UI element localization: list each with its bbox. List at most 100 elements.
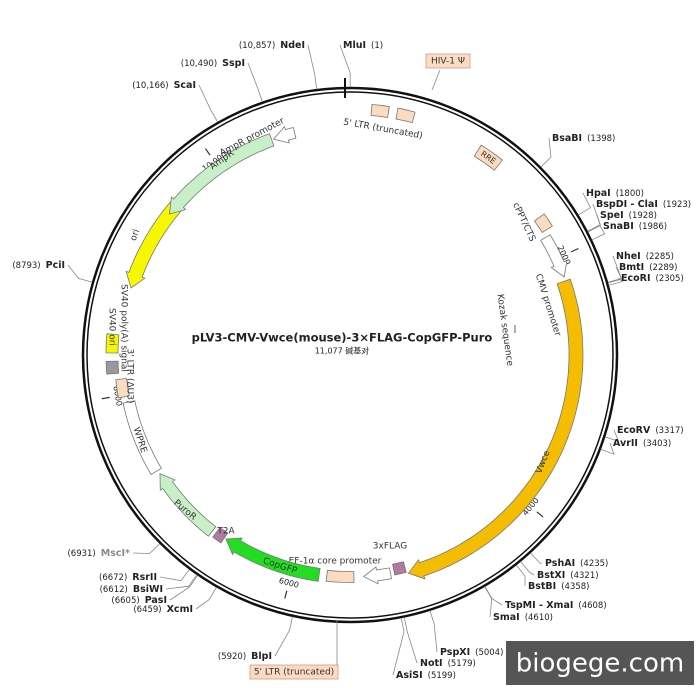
site-name: ScaI [174,80,196,91]
map-title: pLV3-CMV-Vwce(mouse)-3×FLAG-CopGFP-Puro [192,331,493,345]
site-label: (10,490) SspI [181,58,245,69]
site-leader [195,587,217,610]
site-leader [608,266,623,284]
feature-arrow [362,566,392,585]
feature-label: 5' LTR (truncated) [254,668,334,678]
site-name: NdeI [280,40,305,51]
site-leader [540,137,552,168]
feature-arrow [125,199,184,289]
site-leader [587,214,601,233]
site-name: EcoRI [621,273,651,284]
site-position: (4235) [580,559,608,569]
site-label: EcoRV (3317) [617,425,684,436]
feature-box [325,569,355,583]
site-position: (4610) [525,613,553,623]
site-leader [339,44,351,88]
site-position: (1923) [663,200,691,210]
callout-box [425,53,471,69]
site-label: (6459) XcmI [133,604,193,615]
site-position: (5004) [475,648,503,658]
site-position: (2289) [649,263,677,273]
feature-label: 3xFLAG [373,542,407,552]
site-name: SpeI [600,210,624,221]
site-leader [392,617,405,676]
site-label: BsaBI (1398) [552,133,615,144]
site-position: (8793) [12,261,40,271]
site-label: AvrII (3403) [613,438,671,449]
site-label: (6672) RsrII [99,572,157,583]
site-leader [165,574,198,590]
site-label: NheI (2285) [616,251,674,262]
watermark-box [506,641,694,685]
site-position: (6672) [99,573,127,583]
site-name: AsiSI [396,670,423,681]
site-label: AsiSI (5199) [396,670,456,681]
site-name: RsrII [132,572,157,583]
site-label: SnaBI (1986) [603,221,667,232]
site-name: MscI* [101,548,130,559]
site-position: (2285) [646,252,674,262]
site-leader [247,62,263,102]
site-label: BspDI - ClaI (1923) [596,199,691,210]
site-label: HpaI (1800) [586,188,644,199]
site-leader [198,84,218,123]
site-name: AvrII [613,438,638,449]
site-name: MluI [343,40,366,51]
site-label: (10,166) ScaI [132,80,196,91]
feature-box [370,104,390,118]
site-position: (10,166) [132,81,168,91]
ruler-tick [101,396,110,400]
site-name: BstBI [528,581,556,592]
site-position: (10,857) [239,41,275,51]
site-name: PciI [46,260,65,271]
site-name: BspDI - ClaI [596,199,658,210]
site-name: EcoRV [617,425,651,436]
site-label: (5920) BlpI [218,651,272,662]
feature-box [122,400,162,476]
site-name: BstXI [537,570,565,581]
site-position: (4358) [561,582,589,592]
callout-line [431,69,441,91]
feature-box [105,360,120,375]
feature-arrow [159,473,217,537]
feature-label: HIV-1 Ψ [431,57,465,67]
watermark: biogege.com [516,649,684,679]
site-position: (5179) [448,659,476,669]
site-label: (6612) BsiWI [100,584,163,595]
feature-label: EF-1α core promoter [289,557,382,567]
site-name: HpaI [586,188,611,199]
site-position: (1800) [616,189,644,199]
site-name: NheI [616,251,641,262]
site-position: (4608) [578,601,606,611]
site-label: (8793) PciI [12,260,65,271]
feature-label: T2A [216,527,235,537]
ruler-label: 6000 [278,576,300,590]
feature-box [105,333,120,354]
site-leader [159,569,190,582]
site-label: MluI (1) [343,40,383,51]
site-name: BsaBI [552,133,582,144]
ruler-tick [204,148,211,156]
site-label: (6605) PasI [111,595,167,606]
site-name: SnaBI [603,221,634,232]
feature-arrow [169,133,275,215]
site-name: SspI [222,58,245,69]
feature-label: Kozak sequence [494,293,514,367]
site-name: NotI [420,658,443,669]
site-label: NotI (5179) [420,658,476,669]
site-position: (5199) [428,671,456,681]
site-position: (3403) [643,439,671,449]
feature-box [533,213,553,234]
site-position: (6605) [111,596,139,606]
backbone-inner [86,91,614,619]
feature-arrow [540,234,568,278]
feature-box [115,378,130,399]
site-leader [520,561,535,576]
site-name: XcmI [167,604,193,615]
site-leader [132,543,160,554]
feature-box [212,526,229,544]
site-position: (6459) [133,605,161,615]
feature-box [473,144,503,171]
feature-label: SV40 poly(A) signal [119,284,129,372]
